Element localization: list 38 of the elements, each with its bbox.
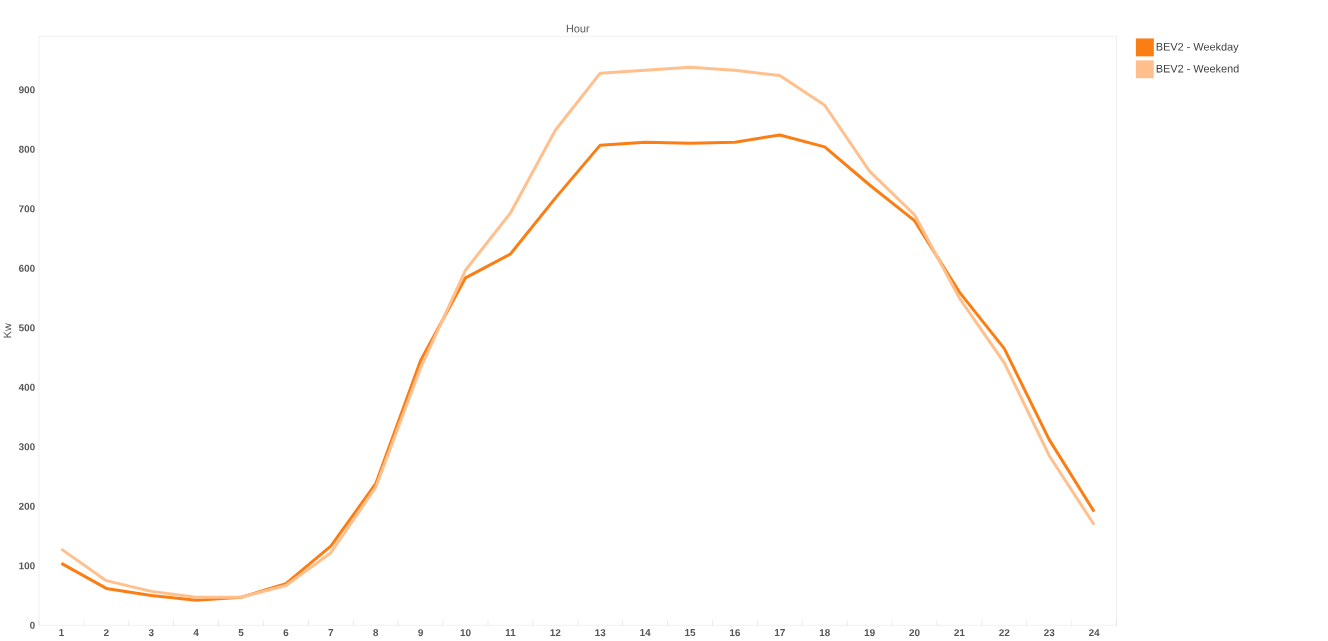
x-tick-label: 24 (1088, 629, 1100, 637)
x-tick-label: 10 (460, 629, 471, 637)
x-tick-label: 8 (373, 629, 379, 637)
x-tick-label: 23 (1044, 629, 1055, 637)
y-tick-label: 300 (18, 443, 35, 451)
x-tick-label: 7 (328, 629, 334, 637)
y-tick-label: 600 (18, 264, 35, 272)
x-tick-label: 4 (193, 629, 199, 637)
y-tick-label: 800 (18, 145, 35, 153)
x-tick-label: 21 (954, 629, 965, 637)
x-tick-label: 14 (640, 629, 651, 637)
x-tick-label: 6 (283, 629, 289, 637)
x-axis-title: Hour (566, 24, 590, 33)
x-tick-label: 19 (864, 629, 875, 637)
y-tick-label: 0 (30, 621, 35, 629)
x-tick-label: 22 (999, 629, 1010, 637)
y-axis-title: Kw (3, 323, 12, 338)
x-tick-label: 1 (59, 629, 64, 637)
x-tick-label: 13 (595, 629, 606, 637)
x-tick-label: 17 (774, 629, 785, 637)
x-tick-label: 5 (238, 629, 244, 637)
x-tick-label: 11 (505, 629, 516, 637)
x-tick-label: 16 (730, 629, 741, 637)
x-tick-label: 20 (909, 629, 920, 637)
x-tick-label: 3 (148, 629, 154, 637)
x-tick-label: 18 (819, 629, 830, 637)
x-tick-label: 12 (550, 629, 561, 637)
y-tick-label: 500 (18, 324, 35, 332)
x-tick-label: 15 (685, 629, 696, 637)
y-tick-label: 900 (18, 86, 35, 94)
y-tick-label: 700 (19, 205, 35, 213)
legend-label: BEV2 - Weekday (1156, 42, 1239, 53)
x-tick-label: 2 (103, 629, 109, 637)
y-tick-label: 200 (18, 502, 35, 510)
x-tick-label: 9 (418, 629, 424, 637)
legend-label: BEV2 - Weekend (1156, 64, 1239, 73)
y-tick-label: 400 (18, 383, 35, 391)
y-tick-label: 100 (19, 562, 35, 570)
